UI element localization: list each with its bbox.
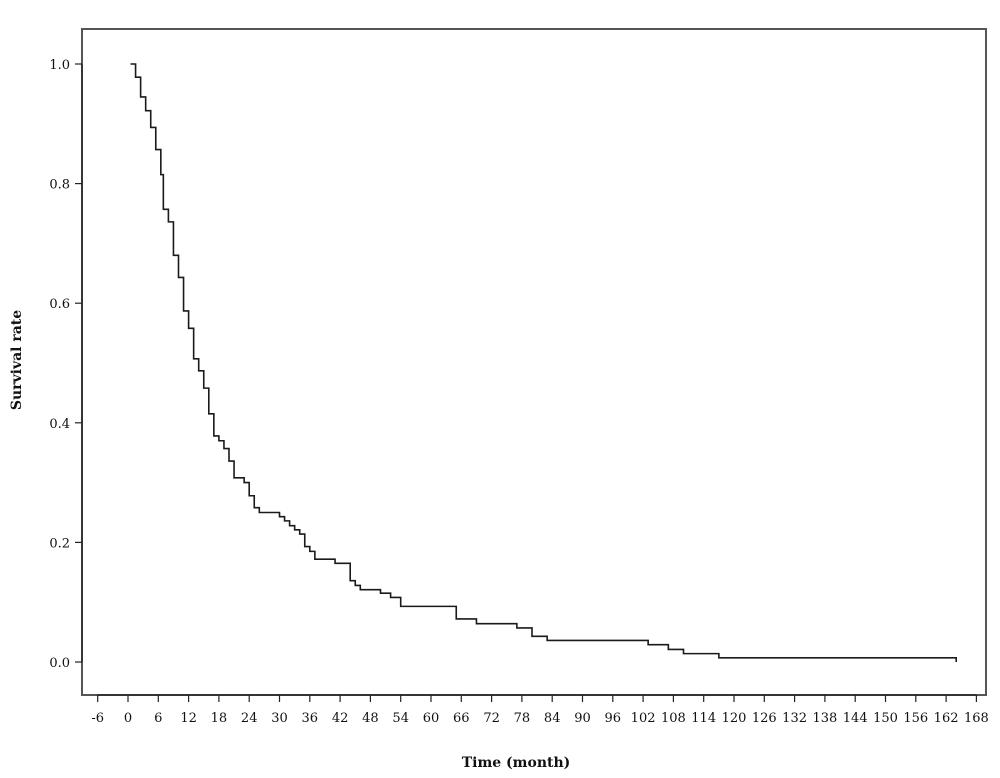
- x-tick-label: 114: [691, 711, 716, 726]
- y-tick-label: 0.6: [49, 297, 70, 312]
- x-tick-label: 42: [332, 711, 349, 726]
- x-tick-label: 84: [544, 711, 561, 726]
- x-tick-label: 30: [271, 711, 288, 726]
- x-tick-label: 6: [154, 711, 162, 726]
- x-tick-label: 72: [483, 711, 500, 726]
- x-tick-label: 48: [362, 711, 379, 726]
- x-tick-label: 156: [903, 711, 928, 726]
- plot-frame: [81, 28, 987, 696]
- x-tick-label: 138: [812, 711, 837, 726]
- x-tick-label: -6: [91, 711, 104, 726]
- survival-curve: [130, 63, 957, 662]
- x-tick-label: 60: [423, 711, 440, 726]
- x-tick-label: 108: [661, 711, 686, 726]
- x-tick-label: 96: [605, 711, 622, 726]
- x-tick-label: 168: [964, 711, 989, 726]
- x-tick-label: 54: [392, 711, 409, 726]
- series-layer: [130, 63, 957, 662]
- y-axis: 0.0 0.2 0.4 0.6 0.8 1.0: [49, 58, 83, 671]
- x-tick-label: 66: [453, 711, 470, 726]
- x-tick-label: 18: [211, 711, 228, 726]
- y-tick-label: 0.8: [49, 178, 70, 193]
- y-axis-title: Survival rate: [9, 310, 25, 410]
- x-tick-label: 126: [752, 711, 777, 726]
- x-tick-label: 120: [722, 711, 747, 726]
- x-tick-label: 12: [180, 711, 197, 726]
- x-tick-label: 102: [631, 711, 656, 726]
- x-tick-label: 144: [843, 711, 868, 726]
- x-tick-label: 150: [873, 711, 898, 726]
- x-tick-label: 162: [934, 711, 959, 726]
- x-tick-label: 0: [124, 711, 132, 726]
- x-tick-label: 78: [514, 711, 531, 726]
- x-tick-label: 90: [574, 711, 591, 726]
- x-tick-label: 24: [241, 711, 258, 726]
- x-tick-label: 132: [782, 711, 807, 726]
- y-tick-label: 0.2: [49, 536, 70, 551]
- y-tick-label: 1.0: [49, 58, 70, 73]
- y-tick-label: 0.0: [49, 656, 70, 671]
- x-axis: -6 0 6 12 18 24 30 36 42 48 54 60 66 72 78 84 90 96 102 108…: [91, 694, 989, 726]
- x-axis-title: Time (month): [462, 755, 571, 771]
- y-tick-label: 0.4: [49, 417, 70, 432]
- x-tick-label: 36: [302, 711, 319, 726]
